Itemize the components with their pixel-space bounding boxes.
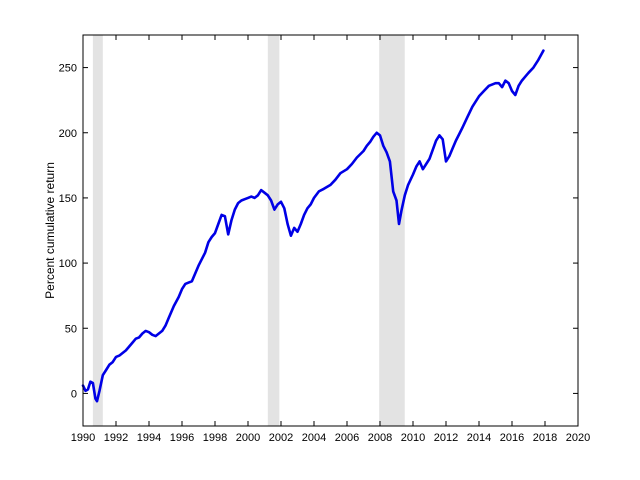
x-tick-label: 2020 — [566, 432, 590, 444]
y-tick-label: 0 — [71, 388, 77, 400]
y-axis-title: Percent cumulative return — [43, 162, 57, 299]
x-tick-label: 1994 — [137, 432, 161, 444]
x-tick-label: 2012 — [434, 432, 458, 444]
x-tick-label: 2002 — [269, 432, 293, 444]
x-tick-label: 2006 — [335, 432, 359, 444]
y-tick-label: 200 — [59, 128, 77, 140]
recession-band — [267, 35, 280, 426]
x-axis: 1990 1992 1994 1996 1998 2000 2002 2004 2006 2008… — [71, 35, 590, 444]
y-axis: 0 50 100 150 200 250 — [59, 63, 578, 400]
recession-shading-group — [92, 35, 405, 426]
recession-band — [92, 35, 103, 426]
series-line — [81, 49, 545, 403]
x-tick-label: 2008 — [368, 432, 392, 444]
x-tick-label: 1998 — [203, 432, 227, 444]
x-tick-label: 2014 — [467, 432, 491, 444]
x-tick-label: 1992 — [104, 432, 128, 444]
plot-frame — [82, 34, 579, 427]
y-tick-label: 100 — [59, 258, 77, 270]
x-tick-label: 2010 — [401, 432, 425, 444]
y-tick-label: 50 — [65, 323, 77, 335]
recession-band — [379, 35, 405, 426]
series-line-group — [81, 49, 545, 403]
x-tick-label: 2018 — [533, 432, 557, 444]
x-tick-label: 2000 — [236, 432, 260, 444]
y-tick-label: 150 — [59, 193, 77, 205]
x-tick-label: 2016 — [500, 432, 524, 444]
x-tick-label: 1996 — [170, 432, 194, 444]
y-tick-label: 250 — [59, 63, 77, 75]
x-tick-label: 1990 — [71, 432, 95, 444]
x-tick-label: 2004 — [302, 432, 326, 444]
